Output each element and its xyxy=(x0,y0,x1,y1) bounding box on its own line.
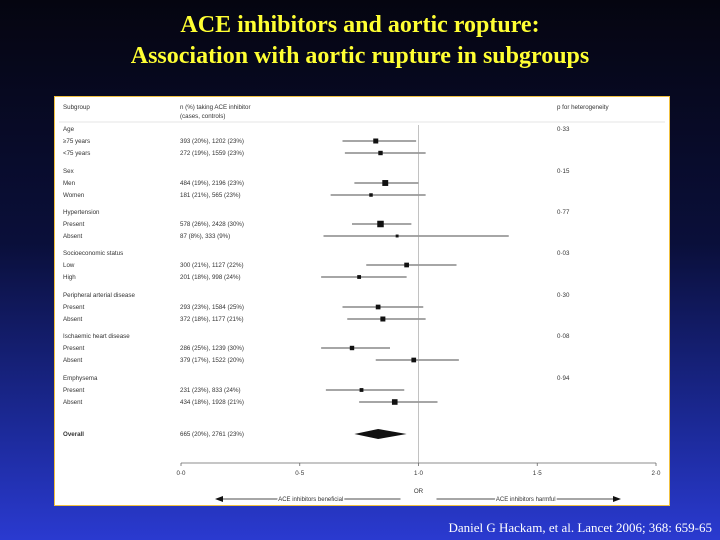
x-tick-label: 2·0 xyxy=(652,470,662,477)
row-n-value: 181 (21%), 565 (23%) xyxy=(180,192,241,199)
or-marker xyxy=(377,220,384,228)
x-tick-label: 1·0 xyxy=(414,470,424,477)
row-n-value: 286 (25%), 1239 (30%) xyxy=(180,345,244,352)
or-marker xyxy=(359,388,364,392)
row-n-value: 434 (18%), 1928 (21%) xyxy=(180,399,244,406)
title-line-2: Association with aortic rupture in subgr… xyxy=(130,43,590,69)
row-n-value: 231 (23%), 833 (24%) xyxy=(180,387,241,394)
x-tick-label: 0·5 xyxy=(295,470,305,477)
group-label: Emphysema xyxy=(63,375,98,382)
or-marker xyxy=(404,262,409,268)
or-marker xyxy=(373,138,379,144)
harmful-label: ACE inhibitors harmful xyxy=(496,497,556,503)
group-label: Hypertension xyxy=(63,209,100,216)
header-p: p for heterogeneity xyxy=(557,104,610,111)
x-tick-label: 0·0 xyxy=(177,470,187,477)
beneficial-arrowhead xyxy=(215,496,223,502)
group-p-value: 0·08 xyxy=(557,333,570,340)
row-label: Present xyxy=(63,387,85,394)
row-label: Absent xyxy=(63,316,83,323)
group-p-value: 0·33 xyxy=(557,126,570,133)
group-p-value: 0·94 xyxy=(557,375,570,382)
overall-diamond xyxy=(354,429,407,439)
row-label: Absent xyxy=(63,233,83,240)
header-n-line1: n (%) taking ACE inhibitor xyxy=(180,104,251,111)
row-n-value: 484 (19%), 2196 (23%) xyxy=(180,180,244,187)
row-n-value: 393 (20%), 1202 (23%) xyxy=(180,138,244,145)
row-label: Present xyxy=(63,304,85,311)
row-label: Present xyxy=(63,345,85,352)
beneficial-label: ACE inhibitors beneficial xyxy=(278,497,343,503)
row-label: Low xyxy=(63,262,75,269)
row-n-value: 300 (21%), 1127 (22%) xyxy=(180,262,244,269)
row-label: <75 years xyxy=(63,150,90,157)
row-label: Absent xyxy=(63,399,83,406)
header-subgroup: Subgroup xyxy=(63,104,90,111)
group-label: Age xyxy=(63,126,75,133)
row-n-value: 293 (23%), 1584 (25%) xyxy=(180,304,244,311)
row-label: Men xyxy=(63,180,76,187)
group-p-value: 0·30 xyxy=(557,292,570,299)
row-n-value: 578 (26%), 2428 (30%) xyxy=(180,221,244,228)
group-p-value: 0·15 xyxy=(557,168,570,175)
header-n-line2: (cases, controls) xyxy=(180,113,225,120)
or-marker xyxy=(380,316,386,322)
overall-label: Overall xyxy=(63,431,84,438)
or-marker xyxy=(357,275,362,279)
group-label: Sex xyxy=(63,168,75,175)
group-p-value: 0·03 xyxy=(557,250,570,257)
group-label: Peripheral arterial disease xyxy=(63,292,135,299)
title-line-1: ACE inhibitors and aortic ropture: xyxy=(180,12,540,38)
row-label: ≥75 years xyxy=(63,138,90,145)
row-n-value: 372 (18%), 1177 (21%) xyxy=(180,316,244,323)
row-label: Women xyxy=(63,192,85,199)
citation: Daniel G Hackam, et al. Lancet 2006; 368… xyxy=(448,520,712,535)
row-n-value: 272 (19%), 1559 (23%) xyxy=(180,150,244,157)
harmful-arrowhead xyxy=(613,496,621,502)
or-marker xyxy=(395,234,399,238)
forest-plot-panel: Subgroup n (%) taking ACE inhibitor (cases… xyxy=(54,96,670,506)
or-marker xyxy=(382,180,389,186)
or-marker xyxy=(369,193,373,197)
row-label: High xyxy=(63,274,76,281)
x-axis-label: OR xyxy=(414,488,424,495)
or-marker xyxy=(391,399,398,405)
slide-title: ACE inhibitors and aortic ropture: Assoc… xyxy=(0,10,720,72)
or-marker xyxy=(378,150,383,156)
row-label: Present xyxy=(63,221,85,228)
row-label: Absent xyxy=(63,357,83,364)
group-label: Ischaemic heart disease xyxy=(63,333,130,340)
forest-plot: Subgroup n (%) taking ACE inhibitor (cases… xyxy=(59,104,665,505)
or-marker xyxy=(411,357,417,363)
group-label: Socioeconomic status xyxy=(63,250,123,257)
overall-n-value: 665 (20%), 2761 (23%) xyxy=(180,431,244,438)
x-tick-label: 1·5 xyxy=(533,470,543,477)
row-n-value: 87 (8%), 333 (9%) xyxy=(180,233,230,240)
row-n-value: 379 (17%), 1522 (20%) xyxy=(180,357,244,364)
row-n-value: 201 (18%), 998 (24%) xyxy=(180,274,241,281)
group-p-value: 0·77 xyxy=(557,209,570,216)
or-marker xyxy=(375,304,381,310)
or-marker xyxy=(349,345,355,351)
